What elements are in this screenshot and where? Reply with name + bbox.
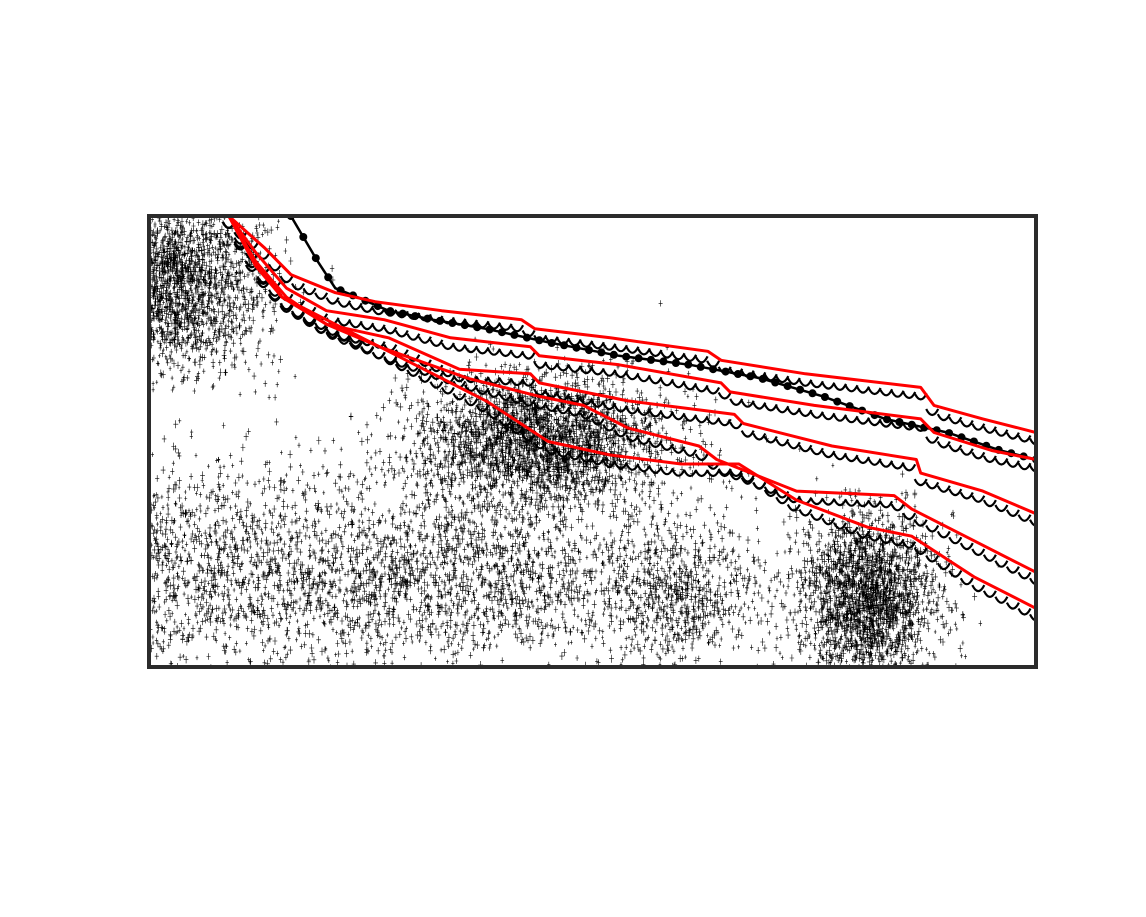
plot-frame (147, 214, 1038, 669)
envelope-point (659, 357, 668, 366)
envelope-point (634, 354, 643, 363)
envelope-point (746, 372, 755, 381)
envelope-point (883, 415, 891, 424)
envelope-point (771, 378, 780, 387)
envelope-point (473, 323, 482, 332)
envelope-point (510, 330, 519, 339)
boundary-curve-4 (227, 216, 1036, 574)
scallop-band-5 (221, 221, 1036, 622)
envelope-point (671, 359, 680, 367)
envelope-point (734, 370, 742, 378)
envelope-point (597, 348, 606, 357)
boundary-curve-layer (227, 216, 1036, 610)
envelope-point (709, 365, 718, 374)
envelope-point (647, 355, 655, 364)
envelope-point (609, 350, 618, 359)
boundary-curve-1 (227, 216, 1036, 434)
envelope-point (721, 367, 730, 376)
envelope-point (845, 402, 854, 411)
envelope-point (622, 352, 631, 361)
density-cloud-4 (188, 444, 836, 667)
envelope-point (796, 385, 805, 394)
envelope-point (324, 273, 333, 282)
envelope-point (411, 312, 420, 321)
envelope-point (535, 336, 544, 345)
envelope-point (572, 343, 581, 352)
envelope-point (560, 341, 569, 350)
boundary-curve-2 (227, 216, 1036, 461)
envelope-point (299, 233, 308, 241)
envelope-point (907, 420, 916, 429)
envelope-point (373, 302, 382, 311)
envelope-point (820, 393, 829, 401)
envelope-point (435, 316, 444, 325)
envelope-point (448, 319, 457, 327)
envelope-point (547, 339, 556, 347)
envelope-point (423, 314, 432, 323)
envelope-line (289, 216, 1036, 461)
envelope-point (684, 360, 693, 369)
density-cloud-layer (149, 216, 1000, 667)
envelope-point (398, 309, 407, 318)
envelope-point (585, 346, 593, 355)
envelope-point (758, 374, 767, 383)
envelope-point (311, 254, 320, 263)
envelope-point (485, 325, 494, 334)
envelope-point (783, 382, 792, 391)
envelope-point (498, 328, 506, 337)
envelope-point (696, 362, 705, 371)
envelope-point (895, 418, 904, 426)
envelope-point (808, 389, 817, 398)
density-cloud-5 (762, 446, 1000, 667)
envelope-point (386, 307, 395, 316)
envelope-point (522, 333, 531, 342)
envelope-point (460, 321, 469, 330)
boundary-curve-5 (227, 216, 1036, 610)
envelope-point (833, 397, 842, 406)
